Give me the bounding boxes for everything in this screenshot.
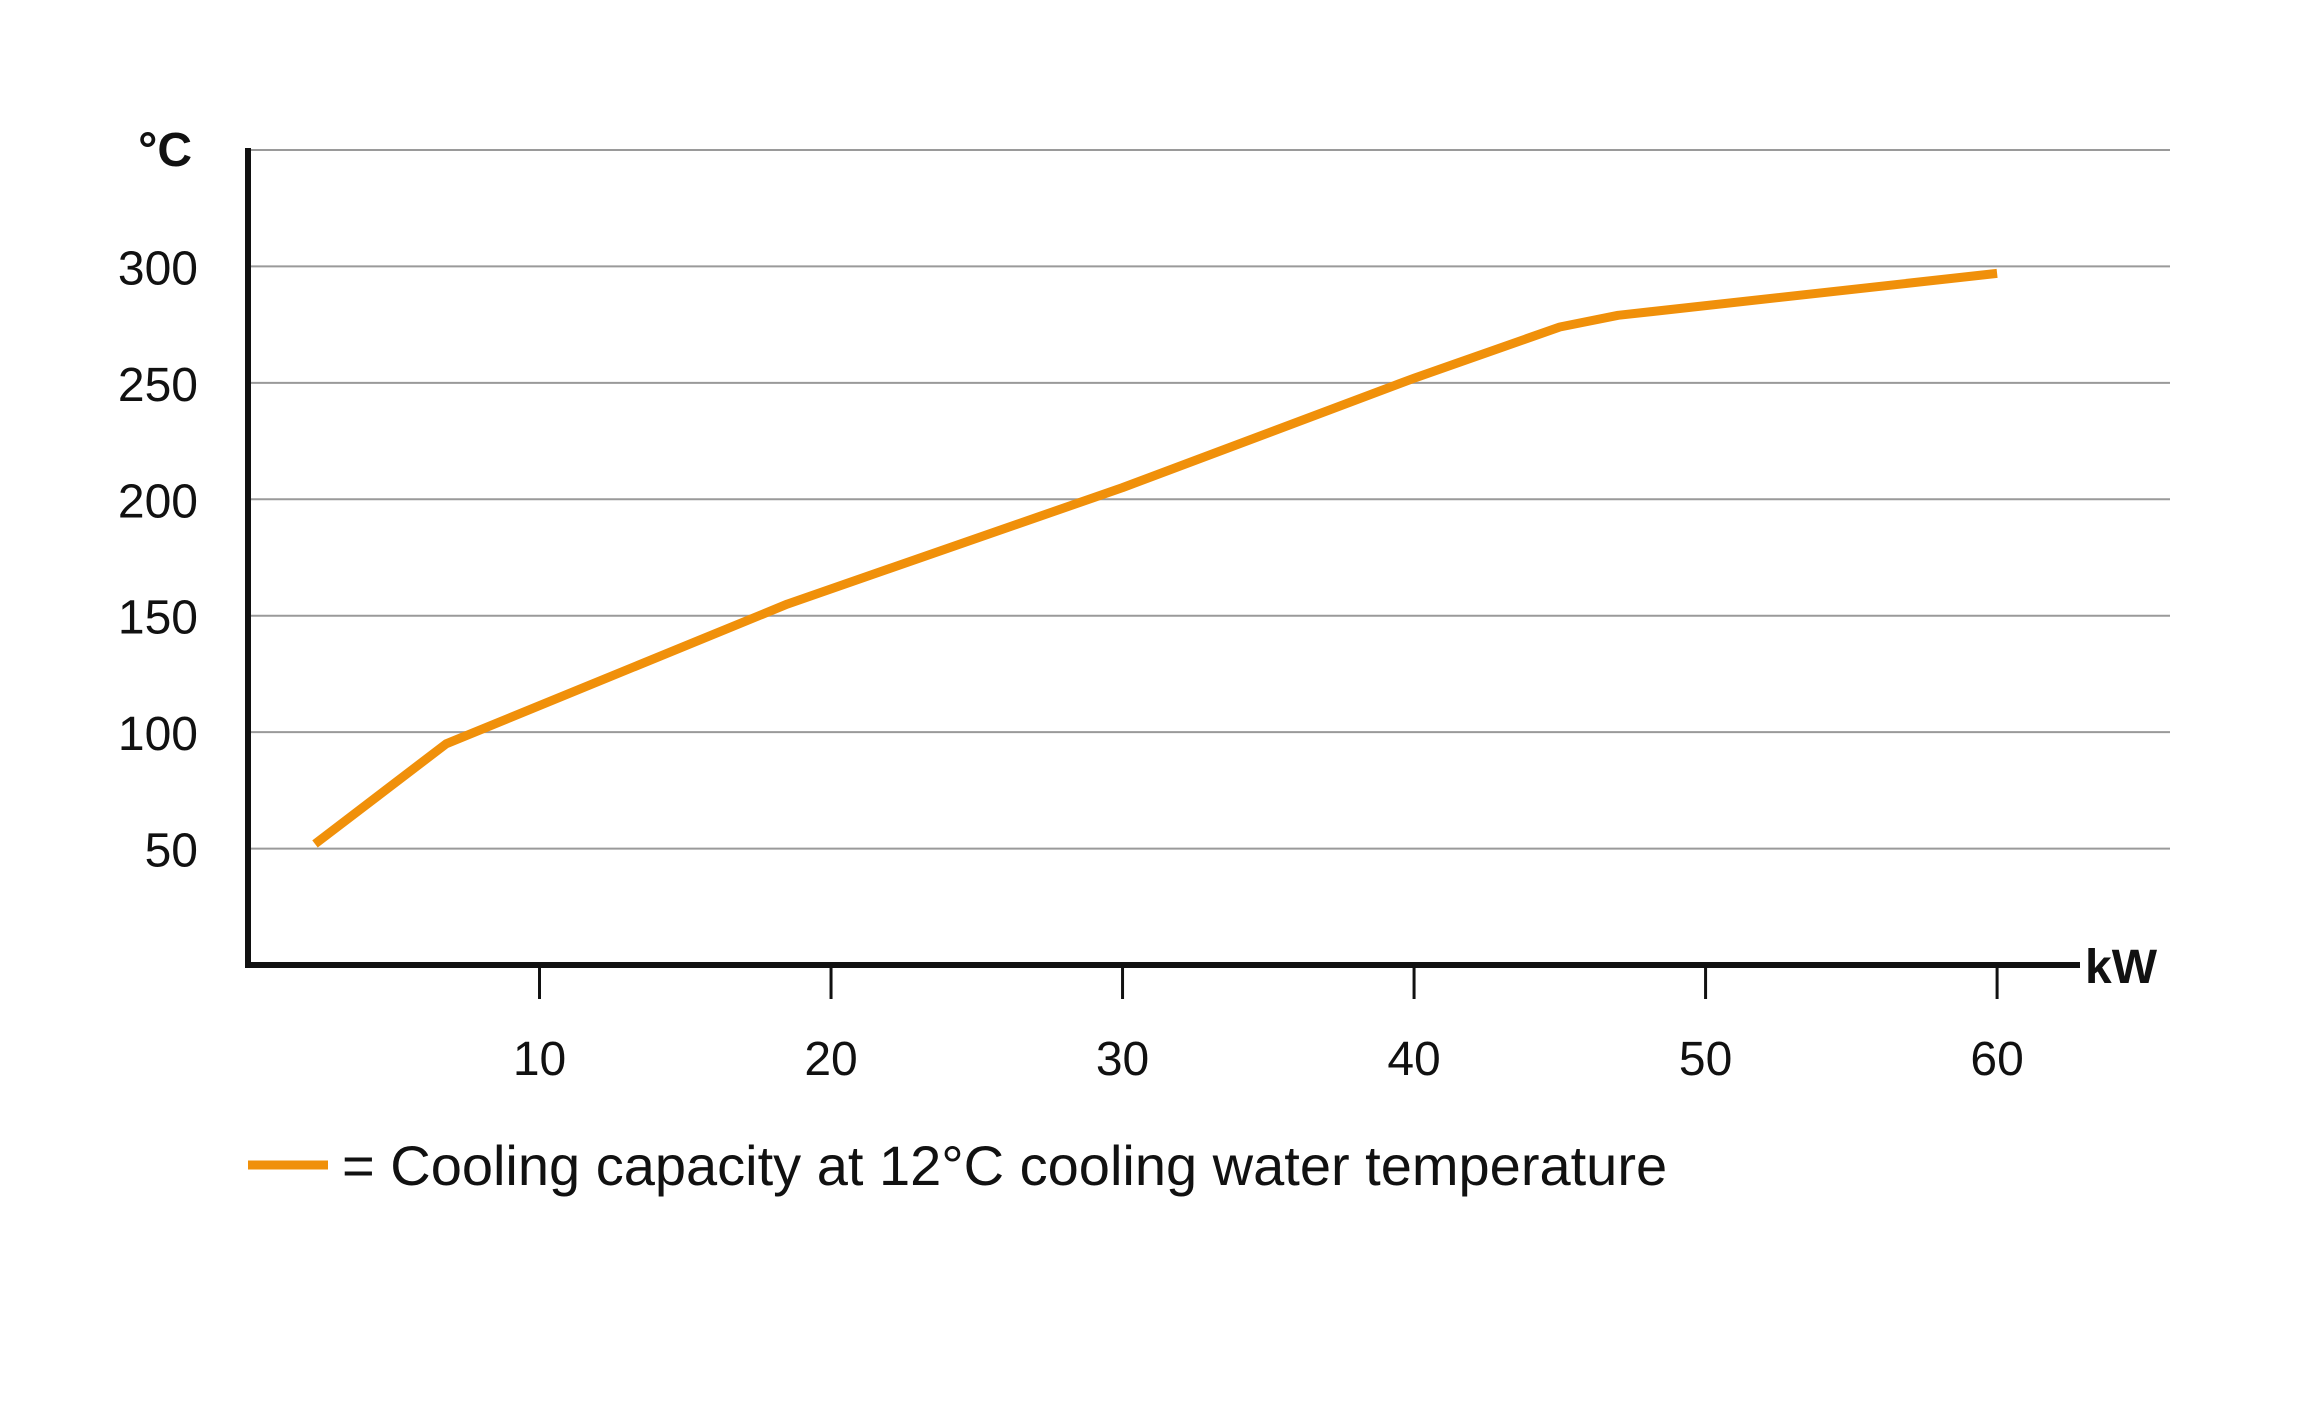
series-layer (312, 268, 1998, 848)
y-tick-label: 300 (118, 242, 198, 295)
axes (245, 148, 2080, 999)
legend-label: = Cooling capacity at 12°C cooling water… (342, 1134, 1667, 1197)
y-axis-unit-label: °C (138, 124, 192, 177)
x-tick-label: 30 (1096, 1033, 1149, 1086)
x-tick-label: 40 (1387, 1033, 1440, 1086)
series-line-0 (312, 268, 1998, 848)
grid-lines (248, 149, 2170, 850)
y-tick-label: 100 (118, 708, 198, 761)
x-tick-label: 60 (1970, 1033, 2023, 1086)
legend: = Cooling capacity at 12°C cooling water… (248, 1134, 1667, 1197)
x-tick-label: 20 (804, 1033, 857, 1086)
x-tick-label: 10 (513, 1033, 566, 1086)
x-axis-unit-label: kW (2085, 941, 2158, 994)
y-tick-label: 50 (145, 825, 198, 878)
y-tick-label: 250 (118, 359, 198, 412)
tick-labels: 10 20 30 40 50 60 50 100 150 200 250 300 °C kW (118, 124, 2158, 1086)
x-tick-label: 50 (1679, 1033, 1732, 1086)
y-tick-label: 200 (118, 475, 198, 528)
y-tick-label: 150 (118, 592, 198, 645)
